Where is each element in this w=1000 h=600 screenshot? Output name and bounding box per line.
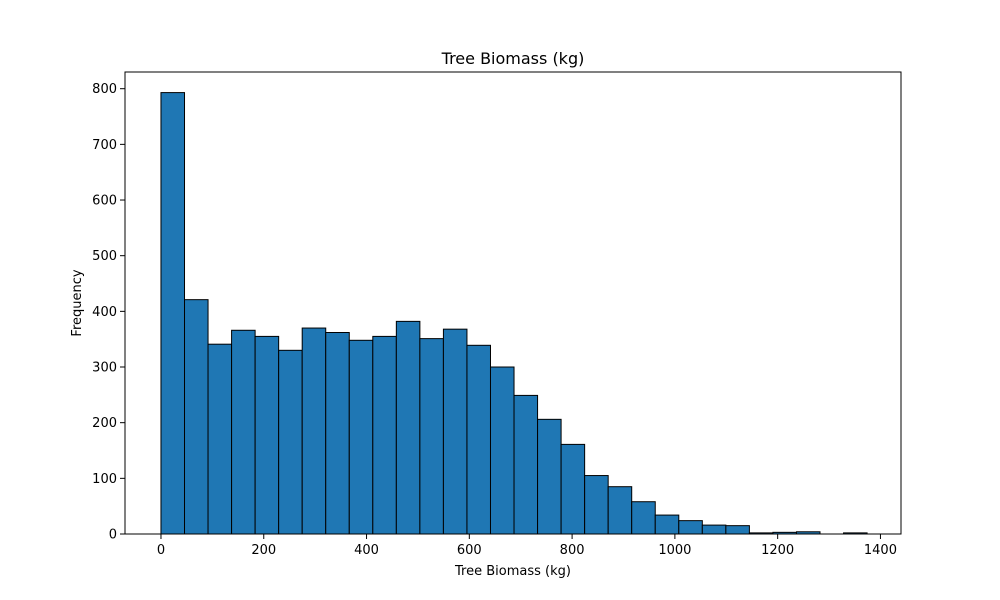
y-axis-label: Frequency [70,269,85,336]
y-ticks: 0 100 200 300 400 500 600 700 800 [92,82,125,543]
histogram-bar-24 [725,525,750,535]
histogram-bar-18 [584,475,609,535]
histogram-bar-11 [419,338,444,535]
histogram-bar-1 [184,299,209,535]
y-tick-label-7: 700 [92,138,117,153]
y-tick-label-8: 800 [92,82,117,97]
histogram-bar-0 [160,92,186,535]
x-ticks: 0 200 400 600 800 1000 1200 1400 [157,534,897,558]
x-tick-label-1: 200 [251,543,276,558]
y-tick-label-1: 100 [92,472,117,487]
histogram-bar-16 [537,418,562,535]
histogram-bar-17 [560,443,586,535]
y-tick-label-5: 500 [92,249,117,264]
histogram-bar-22 [678,520,703,535]
y-tick-label-3: 300 [92,361,117,376]
histogram-bar-21 [654,514,680,535]
y-tick-label-4: 400 [92,305,117,320]
x-tick-label-7: 1400 [864,543,897,558]
x-axis-label: Tree Biomass (kg) [454,564,571,579]
histogram-bar-19 [607,486,633,535]
x-tick-label-0: 0 [157,543,165,558]
histogram-bar-3 [231,329,256,535]
histogram-bar-9 [372,335,397,535]
histogram-bar-13 [466,344,491,535]
y-tick-label-2: 200 [92,416,117,431]
chart-title: Tree Biomass (kg) [441,49,585,68]
plot-frame [124,71,902,535]
x-tick-label-4: 800 [560,543,585,558]
histogram-bar-23 [701,524,727,535]
histogram-bar-6 [301,327,327,535]
histogram-bar-12 [442,328,468,535]
histogram-bar-14 [489,366,515,535]
histogram-bar-15 [513,394,539,535]
histogram-bar-20 [631,501,656,535]
x-tick-label-6: 1200 [761,543,794,558]
x-tick-label-2: 400 [354,543,379,558]
bars-group [160,92,868,535]
histogram-bar-10 [395,320,421,535]
y-tick-label-0: 0 [109,528,117,543]
x-tick-label-5: 1000 [658,543,691,558]
histogram-bar-7 [325,332,350,535]
histogram-bar-5 [278,349,303,535]
histogram-bar-2 [207,343,233,535]
histogram-bar-4 [254,335,280,535]
x-tick-label-3: 600 [457,543,482,558]
y-tick-label-6: 600 [92,194,117,209]
histogram-bar-8 [348,339,374,535]
